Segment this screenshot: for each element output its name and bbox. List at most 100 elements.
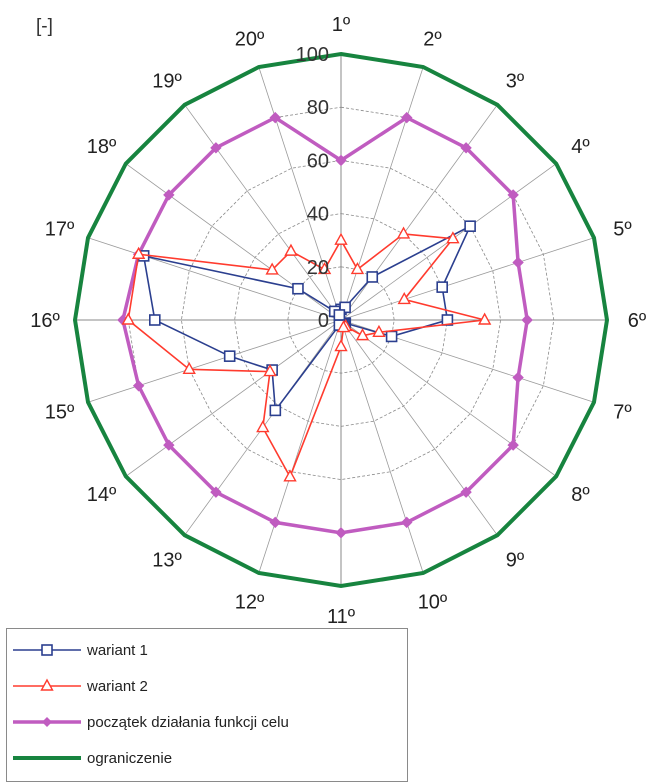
data-point <box>333 309 346 321</box>
legend-marker <box>42 717 52 727</box>
grid-spoke <box>340 319 424 574</box>
data-point <box>355 328 370 341</box>
data-point <box>256 420 270 433</box>
legend-item-poczatek: początek działania funkcji celu <box>7 709 289 735</box>
data-point <box>507 439 519 451</box>
category-label: 3º <box>506 71 525 93</box>
data-point <box>132 380 145 392</box>
legend-item-ograniczenie: ograniczenie <box>7 745 172 771</box>
category-label: 7º <box>613 401 632 423</box>
grid-spoke <box>258 66 342 321</box>
category-label: 1º <box>332 14 351 36</box>
category-label: 11º <box>327 606 356 625</box>
data-point <box>263 364 277 377</box>
data-point <box>223 350 236 362</box>
category-label: 15º <box>45 401 75 423</box>
radial-tick-label: 40 <box>307 204 329 226</box>
series-line <box>72 51 610 589</box>
data-point <box>366 271 379 283</box>
data-point <box>284 243 298 256</box>
data-point <box>372 324 386 338</box>
radial-tick-label: 80 <box>307 97 329 119</box>
data-point <box>149 314 161 326</box>
legend: wariant 1 wariant 2 początek działania f… <box>6 628 408 782</box>
data-point <box>131 246 146 259</box>
legend-swatch-square-icon <box>13 644 81 656</box>
grid-spoke <box>125 319 342 477</box>
legend-label: początek działania funkcji celu <box>87 713 289 731</box>
grid-ring <box>180 159 502 481</box>
grid-spoke <box>87 319 342 403</box>
grid-spoke <box>125 163 342 321</box>
radial-tick-label: 100 <box>296 44 329 66</box>
data-point <box>121 312 135 325</box>
legend-label: ograniczenie <box>87 749 173 767</box>
series-3 <box>72 51 610 589</box>
data-point <box>446 231 460 244</box>
data-point <box>401 516 413 529</box>
data-point <box>460 142 472 154</box>
data-point <box>521 314 533 326</box>
radial-tick-label: 60 <box>307 150 329 172</box>
data-point <box>436 281 448 293</box>
category-label: 13º <box>152 549 182 571</box>
category-label: 6º <box>628 310 647 332</box>
category-label: 16º <box>30 310 60 332</box>
data-point <box>334 339 348 352</box>
data-point <box>507 189 519 201</box>
data-point <box>336 320 351 333</box>
legend-marker <box>40 678 54 691</box>
data-point <box>401 111 413 124</box>
grid-spoke <box>340 319 557 477</box>
legend-swatch-line-icon <box>13 756 81 760</box>
data-point <box>512 371 524 384</box>
grid-spoke <box>184 104 342 321</box>
category-label: 10º <box>418 592 448 614</box>
series-1 <box>121 226 492 482</box>
grid-spoke <box>340 237 595 321</box>
data-point <box>397 291 411 305</box>
data-point <box>292 282 304 295</box>
data-point <box>350 261 365 275</box>
data-point <box>464 220 476 232</box>
data-point <box>182 361 196 375</box>
grid-spoke <box>340 104 498 321</box>
category-label: 17º <box>45 219 75 241</box>
radial-tick-label: 20 <box>307 257 329 279</box>
category-label: 8º <box>571 484 590 506</box>
data-point <box>265 262 279 275</box>
data-point <box>335 527 347 539</box>
grid-spoke <box>340 319 498 536</box>
data-point <box>163 439 175 451</box>
legend-label: wariant 2 <box>87 677 148 695</box>
data-point <box>269 111 281 124</box>
legend-marker <box>41 644 53 656</box>
data-point <box>269 404 282 417</box>
grid-spoke <box>258 319 342 574</box>
category-label: 18º <box>87 136 117 158</box>
category-label: 5º <box>613 219 632 241</box>
radial-tick-label: 0 <box>318 310 329 332</box>
data-point <box>210 142 222 154</box>
legend-item-wariant-1: wariant 1 <box>7 637 148 663</box>
legend-swatch-diamond-icon <box>13 717 81 727</box>
unit-label: [-] <box>36 16 53 37</box>
category-label: 4º <box>571 136 590 158</box>
legend-swatch-triangle-icon <box>13 678 81 691</box>
category-label: 9º <box>506 549 525 571</box>
category-label: 12º <box>235 592 265 614</box>
data-point <box>334 232 348 245</box>
data-point <box>283 469 297 482</box>
legend-item-wariant-2: wariant 2 <box>7 673 148 699</box>
data-point <box>269 516 281 529</box>
series-line <box>142 224 472 413</box>
category-label: 19º <box>152 71 182 93</box>
data-point <box>396 226 411 239</box>
data-point <box>163 189 175 201</box>
category-label: 2º <box>423 28 442 50</box>
data-point <box>335 154 347 167</box>
category-label: 20º <box>235 28 265 50</box>
data-point <box>460 486 472 498</box>
data-point <box>317 261 332 275</box>
